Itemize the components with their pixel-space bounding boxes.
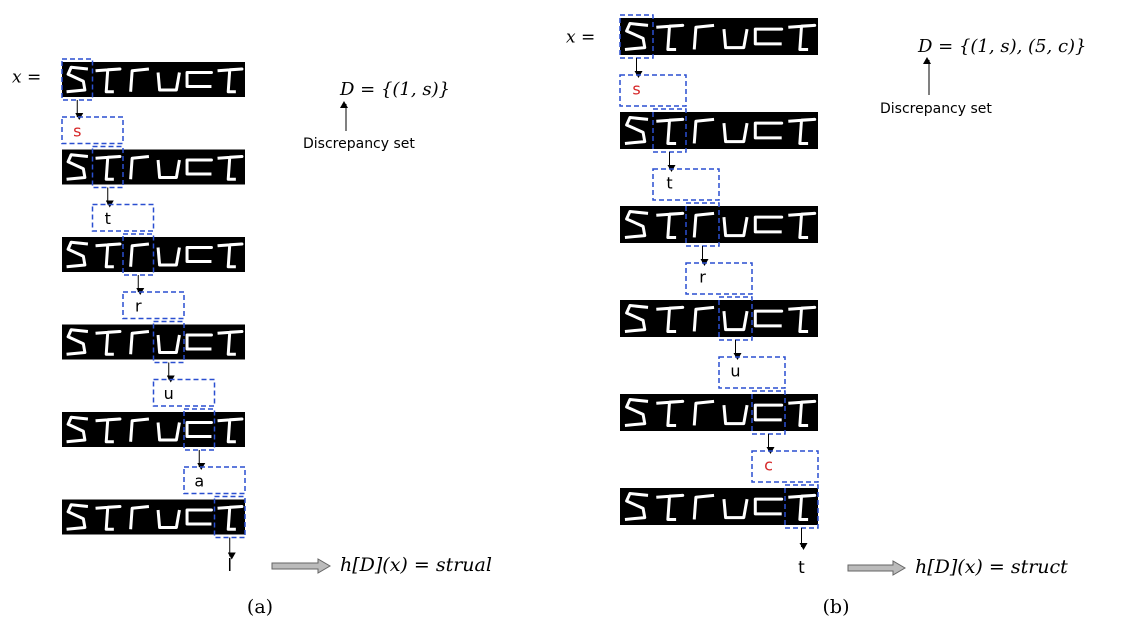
- output-letter: c: [764, 456, 773, 475]
- output-window: [62, 117, 123, 144]
- output-letter: s: [632, 80, 640, 99]
- input-image: [62, 500, 245, 535]
- output-window: [184, 467, 245, 494]
- x-label: x =: [566, 28, 595, 48]
- output-letter: t: [798, 558, 805, 578]
- input-image: [62, 62, 245, 97]
- output-window: [93, 205, 154, 232]
- discrepancy-set: D = {(1, s), (5, c)}: [917, 36, 1087, 57]
- discrepancy-caption: Discrepancy set: [303, 136, 415, 152]
- output-letter: l: [227, 556, 232, 576]
- output-letter: t: [666, 174, 672, 193]
- output-window: [154, 380, 215, 407]
- output-window: [752, 451, 818, 482]
- output-letter: r: [699, 268, 706, 287]
- output-letter: a: [194, 472, 204, 491]
- output-letter: u: [730, 362, 740, 381]
- result-arrow: [848, 561, 905, 575]
- panel-caption: (b): [823, 596, 850, 618]
- output-letter: r: [135, 297, 142, 316]
- discrepancy-set: D = {(1, s)}: [339, 79, 450, 100]
- output-letter: s: [73, 122, 81, 141]
- input-image: [620, 488, 818, 525]
- diagram: x = D = {(1, s)} Discrepancy set s t r u a l h[D]…: [0, 0, 1123, 627]
- x-label: x =: [12, 68, 41, 88]
- discrepancy-caption: Discrepancy set: [880, 101, 992, 117]
- panel-caption: (a): [247, 596, 273, 618]
- result: h[D](x) = struct: [915, 556, 1068, 578]
- output-letter: t: [105, 209, 111, 228]
- input-image: [62, 412, 245, 447]
- output-window: [653, 169, 719, 200]
- result: h[D](x) = strual: [340, 554, 492, 576]
- input-image: [620, 394, 818, 431]
- output-letter: u: [164, 384, 174, 403]
- output-window: [686, 263, 752, 294]
- input-image: [620, 18, 818, 55]
- input-image: [62, 150, 245, 185]
- result-arrow: [272, 559, 330, 573]
- output-window: [719, 357, 785, 388]
- output-window: [123, 292, 184, 319]
- input-image: [620, 112, 818, 149]
- output-window: [620, 75, 686, 106]
